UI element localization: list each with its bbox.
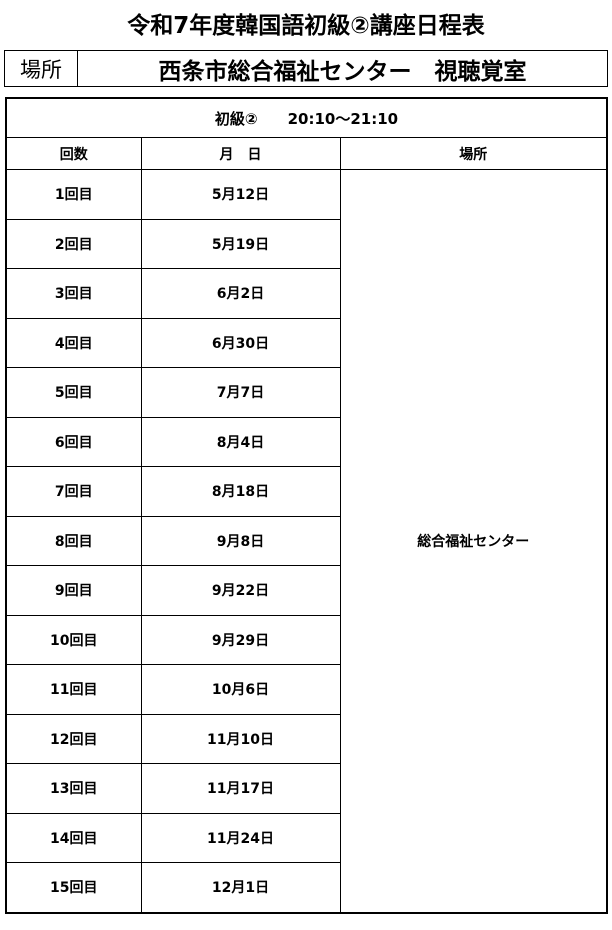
table-row: 12回目 11月10日 bbox=[5, 713, 607, 764]
session-number: 12回目 bbox=[5, 713, 142, 764]
column-header-date: 月 日 bbox=[140, 137, 341, 170]
session-number: 9回目 bbox=[5, 565, 142, 616]
location-box: 場所 西条市総合福祉センター 視聴覚室 bbox=[4, 50, 608, 87]
session-date: 11月10日 bbox=[140, 713, 341, 764]
session-date: 11月17日 bbox=[140, 763, 341, 814]
session-number: 3回目 bbox=[5, 268, 142, 319]
session-date: 5月19日 bbox=[140, 218, 341, 269]
table-row: 10回目 9月29日 bbox=[5, 614, 607, 665]
session-number: 14回目 bbox=[5, 812, 142, 863]
session-number: 11回目 bbox=[5, 664, 142, 715]
schedule-table: 初級② 20:10～21:10 回数 月 日 場所 1回目 5月12日 総合福祉セン… bbox=[5, 97, 608, 914]
session-date: 12月1日 bbox=[140, 862, 341, 913]
session-number: 6回目 bbox=[5, 416, 142, 467]
session-place: 総合福祉センター bbox=[339, 169, 608, 913]
session-number: 10回目 bbox=[5, 614, 142, 665]
table-row: 14回目 11月24日 bbox=[5, 812, 607, 863]
table-row: 1回目 5月12日 総合福祉センター bbox=[5, 169, 608, 913]
session-date: 9月29日 bbox=[140, 614, 341, 665]
session-date: 10月6日 bbox=[140, 664, 341, 715]
session-number: 7回目 bbox=[5, 466, 142, 517]
session-date: 6月2日 bbox=[140, 268, 341, 319]
page-title: 令和7年度韓国語初級②講座日程表 bbox=[127, 13, 485, 39]
table-row: 2回目 5月19日 bbox=[5, 218, 607, 269]
table-row: 13回目 11月17日 bbox=[5, 763, 607, 814]
session-number: 8回目 bbox=[5, 515, 142, 566]
session-number: 2回目 bbox=[5, 218, 142, 269]
location-value: 西条市総合福祉センター 視聴覚室 bbox=[158, 58, 527, 85]
session-number: 15回目 bbox=[5, 862, 142, 913]
location-label: 場所 bbox=[5, 51, 78, 86]
session-number: 4回目 bbox=[5, 317, 142, 368]
session-date: 8月4日 bbox=[140, 416, 341, 467]
session-date: 9月22日 bbox=[140, 565, 341, 616]
session-date: 6月30日 bbox=[140, 317, 341, 368]
session-number: 13回目 bbox=[5, 763, 142, 814]
session-date: 8月18日 bbox=[140, 466, 341, 517]
session-number: 5回目 bbox=[5, 367, 142, 418]
table-row: 5回目 7月7日 bbox=[5, 367, 607, 418]
table-row: 8回目 9月8日 bbox=[5, 515, 607, 566]
column-header-place: 場所 bbox=[339, 137, 608, 170]
table-row: 11回目 10月6日 bbox=[5, 664, 607, 715]
session-date: 7月7日 bbox=[140, 367, 341, 418]
session-date: 11月24日 bbox=[140, 812, 341, 863]
session-date: 9月8日 bbox=[140, 515, 341, 566]
table-row: 9回目 9月22日 bbox=[5, 565, 607, 616]
table-row: 7回目 8月18日 bbox=[5, 466, 607, 517]
table-row: 3回目 6月2日 bbox=[5, 268, 607, 319]
session-date: 5月12日 bbox=[140, 169, 341, 220]
table-row: 15回目 12月1日 bbox=[5, 862, 607, 913]
column-header-count: 回数 bbox=[5, 137, 142, 170]
table-row: 6回目 8月4日 bbox=[5, 416, 607, 467]
table-row: 4回目 6月30日 bbox=[5, 317, 607, 368]
table-header: 初級② 20:10～21:10 bbox=[5, 97, 608, 138]
session-number: 1回目 bbox=[5, 169, 142, 220]
